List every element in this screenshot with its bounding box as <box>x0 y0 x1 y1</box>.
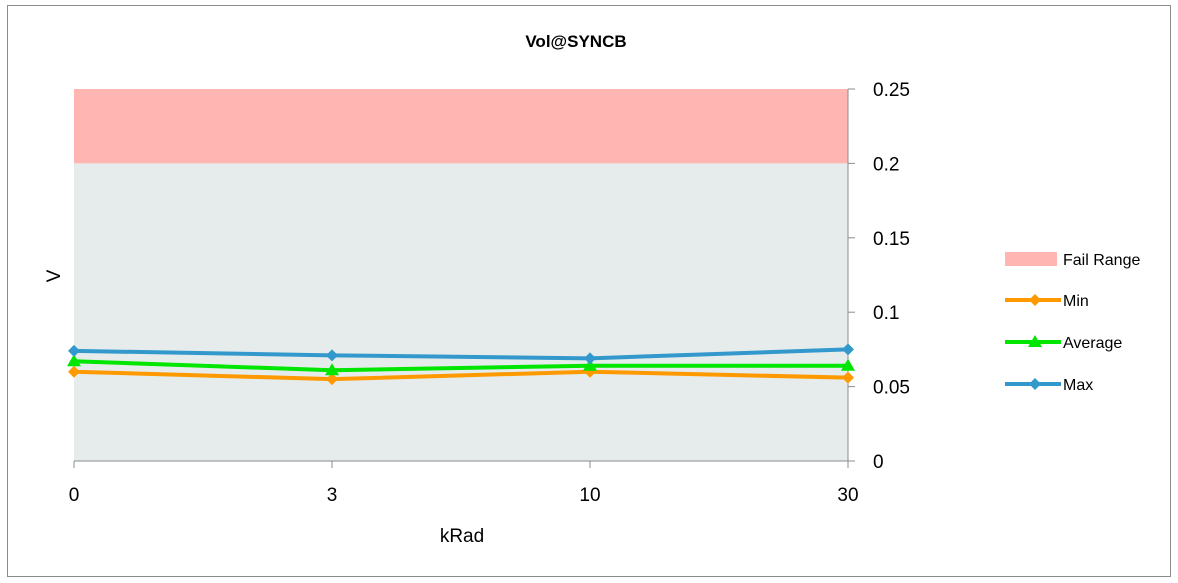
data-point-average <box>67 354 81 367</box>
x-axis: 0 3 10 30 <box>69 460 859 506</box>
x-tick-label: 30 <box>837 485 858 506</box>
legend-label-fail-range: Fail Range <box>1063 252 1140 269</box>
chart-title: Vol@SYNCB <box>525 32 626 51</box>
data-point-average <box>583 358 597 371</box>
legend-item-max: Max <box>1005 377 1093 394</box>
data-point-min <box>68 365 80 378</box>
legend: Fail Range Min Average Max <box>1005 252 1140 394</box>
series-line-max <box>73 347 849 361</box>
series-max <box>68 343 854 365</box>
y-tick-label: 0.15 <box>873 229 910 250</box>
y-tick-label: 0.1 <box>873 303 899 324</box>
data-point-max <box>584 352 596 365</box>
series-min <box>68 365 854 386</box>
legend-item-fail-range: Fail Range <box>1005 252 1140 269</box>
series-line-min <box>73 369 849 382</box>
data-point-max <box>326 349 338 362</box>
y-axis: 0 0.05 0.1 0.15 0.2 0.25 <box>847 80 910 473</box>
data-point-max <box>68 344 80 357</box>
fail-range-band <box>74 89 848 164</box>
y-tick-label: 0.05 <box>873 378 910 399</box>
data-point-min <box>326 373 338 386</box>
legend-marker-min <box>1029 294 1041 306</box>
legend-marker-average <box>1028 335 1042 347</box>
legend-label-average: Average <box>1063 335 1122 352</box>
legend-marker-max <box>1029 378 1041 390</box>
data-point-min <box>842 371 854 384</box>
legend-label-max: Max <box>1063 377 1093 394</box>
data-point-average <box>841 358 855 371</box>
y-axis-label: V <box>44 269 65 282</box>
legend-item-min: Min <box>1005 293 1089 310</box>
legend-swatch-fail-range <box>1005 252 1057 266</box>
legend-label-min: Min <box>1063 293 1089 310</box>
series-average <box>67 354 855 376</box>
legend-item-average: Average <box>1005 335 1122 352</box>
pass-region <box>74 163 848 461</box>
x-tick-label: 0 <box>69 485 80 506</box>
plot-area <box>74 89 848 461</box>
x-tick-label: 3 <box>327 485 338 506</box>
data-point-max <box>842 343 854 356</box>
series-line-average <box>73 359 848 373</box>
y-tick-label: 0.2 <box>873 154 899 175</box>
y-tick-label: 0.25 <box>873 80 910 101</box>
x-tick-label: 10 <box>579 485 600 506</box>
data-point-average <box>325 363 339 376</box>
x-axis-label: kRad <box>440 526 484 547</box>
series-layer <box>67 343 855 386</box>
y-tick-label: 0 <box>873 452 884 473</box>
